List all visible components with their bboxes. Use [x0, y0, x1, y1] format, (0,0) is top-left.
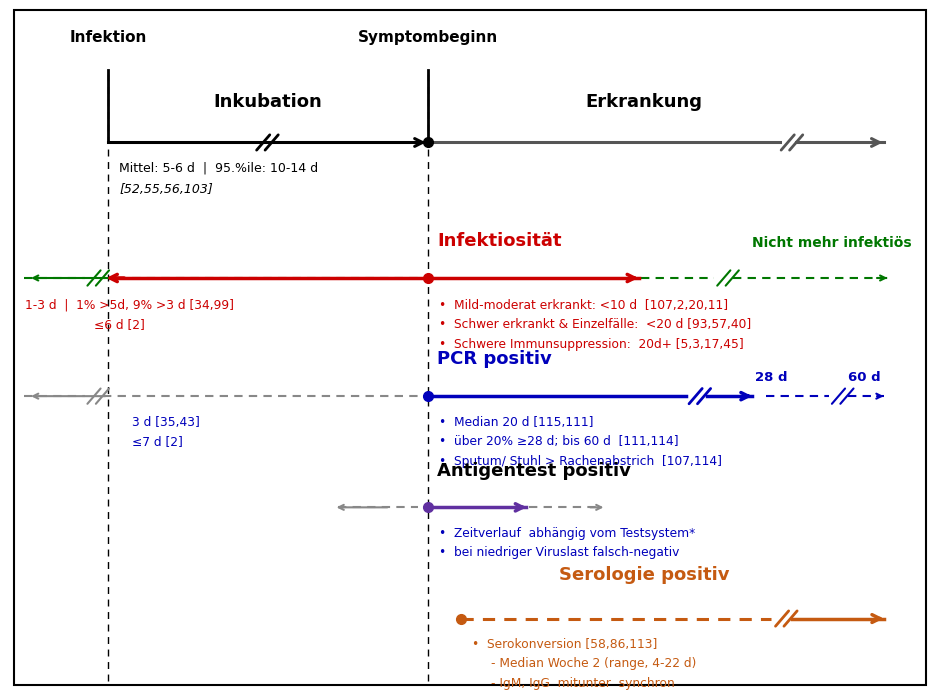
Text: Infektiosität: Infektiosität [437, 232, 561, 250]
Text: ≤7 d [2]: ≤7 d [2] [132, 435, 182, 448]
Text: •  Zeitverlauf  abhängig vom Testsystem*: • Zeitverlauf abhängig vom Testsystem* [439, 527, 696, 540]
Text: Serologie positiv: Serologie positiv [558, 566, 729, 584]
Text: 28 d: 28 d [755, 370, 787, 384]
Text: Infektion: Infektion [70, 30, 147, 45]
Text: 1-3 d  |  1% >5d, 9% >3 d [34,99]: 1-3 d | 1% >5d, 9% >3 d [34,99] [25, 299, 234, 312]
Text: Erkrankung: Erkrankung [586, 93, 702, 111]
Text: 60 d: 60 d [849, 370, 881, 384]
Text: •  Serokonversion [58,86,113]: • Serokonversion [58,86,113] [472, 638, 657, 651]
Text: Symptombeginn: Symptombeginn [357, 30, 498, 45]
FancyBboxPatch shape [14, 10, 926, 685]
Text: PCR positiv: PCR positiv [437, 350, 552, 368]
Text: 3 d [35,43]: 3 d [35,43] [132, 416, 199, 429]
Text: •  Schwer erkrankt & Einzelfälle:  <20 d [93,57,40]: • Schwer erkrankt & Einzelfälle: <20 d [… [439, 318, 751, 332]
Text: - IgM, IgG  mitunter  synchron: - IgM, IgG mitunter synchron [491, 677, 674, 690]
Text: •  Sputum/ Stuhl > Rachenabstrich  [107,114]: • Sputum/ Stuhl > Rachenabstrich [107,11… [439, 455, 722, 468]
Text: - Median Woche 2 (range, 4-22 d): - Median Woche 2 (range, 4-22 d) [491, 657, 696, 671]
Text: ≤6 d [2]: ≤6 d [2] [94, 318, 145, 332]
Text: Inkubation: Inkubation [213, 93, 322, 111]
Text: •  Mild-moderat erkrankt: <10 d  [107,2,20,11]: • Mild-moderat erkrankt: <10 d [107,2,20… [439, 299, 728, 312]
Text: •  über 20% ≥28 d; bis 60 d  [111,114]: • über 20% ≥28 d; bis 60 d [111,114] [439, 435, 679, 448]
Text: Antigentest positiv: Antigentest positiv [437, 461, 631, 480]
Text: Nicht mehr infektiös: Nicht mehr infektiös [752, 236, 912, 250]
Text: Mittel: 5-6 d  |  95.%ile: 10-14 d: Mittel: 5-6 d | 95.%ile: 10-14 d [119, 162, 319, 175]
Text: •  Median 20 d [115,111]: • Median 20 d [115,111] [439, 416, 593, 429]
Text: [52,55,56,103]: [52,55,56,103] [119, 183, 213, 196]
Text: •  bei niedriger Viruslast falsch-negativ: • bei niedriger Viruslast falsch-negativ [439, 546, 680, 559]
Text: •  Schwere Immunsuppression:  20d+ [5,3,17,45]: • Schwere Immunsuppression: 20d+ [5,3,17… [439, 338, 744, 351]
